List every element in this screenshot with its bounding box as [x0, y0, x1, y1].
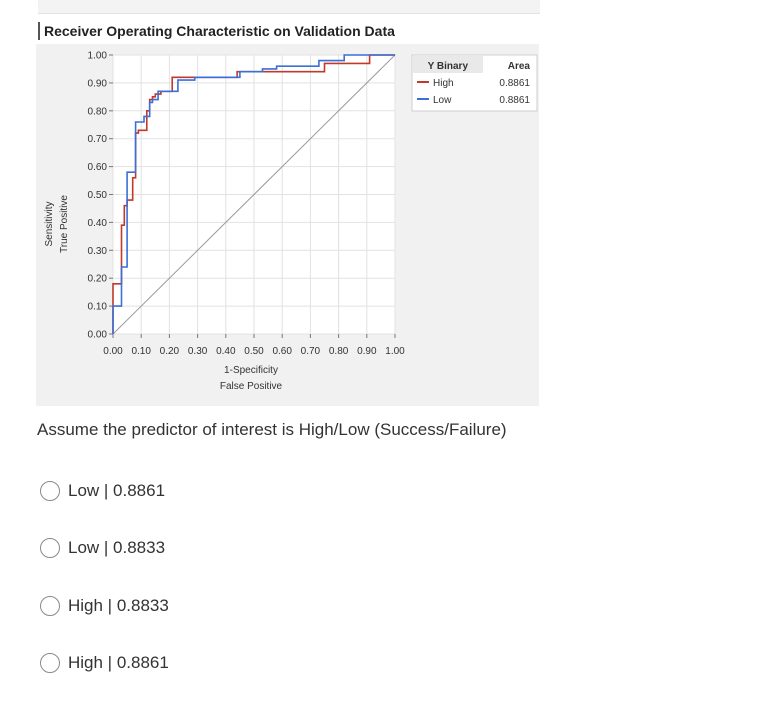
x-axis-ticks: 0.00 0.10 0.20 0.30 0.40 0.50 0.60 0.70 0.80 0.90… [103, 334, 405, 357]
radio-button[interactable] [40, 653, 60, 673]
radio-button[interactable] [40, 481, 60, 501]
x-tick-label: 1.00 [385, 346, 405, 357]
x-axis-label-specificity: 1-Specificity [224, 365, 278, 376]
y-tick-label: 1.00 [88, 51, 108, 62]
y-tick-label: 0.20 [88, 274, 108, 285]
legend-header-background [413, 56, 483, 73]
roc-chart: 0.00 0.10 0.20 0.30 0.40 0.50 0.60 0.70 0.80 0.90… [44, 51, 538, 392]
option-label: Low | 0.8833 [68, 538, 166, 557]
x-tick-label: 0.20 [160, 346, 180, 357]
legend-area-high: 0.8861 [499, 78, 530, 89]
reference-diagonal [112, 54, 396, 335]
x-tick-label: 0.10 [131, 346, 151, 357]
legend-name-low: Low [433, 95, 452, 106]
y-tick-label: 0.90 [88, 78, 108, 89]
y-tick-label: 0.60 [88, 162, 108, 173]
legend-area-low: 0.8861 [499, 95, 530, 106]
y-tick-label: 0.40 [88, 218, 108, 229]
y-axis-label-true-positive: True Positive [59, 195, 70, 253]
option-high-08833[interactable]: High | 0.8833 [40, 594, 169, 618]
report-header-bar [38, 0, 540, 14]
legend-header-area: Area [508, 61, 531, 72]
y-tick-label: 0.80 [88, 106, 108, 117]
chart-legend: Y Binary Area High 0.8861 Low 0.8861 [411, 54, 538, 112]
option-label: High | 0.8833 [68, 596, 169, 615]
y-tick-label: 0.00 [88, 330, 108, 341]
legend-header-y-binary: Y Binary [428, 61, 469, 72]
radio-button[interactable] [40, 596, 60, 616]
y-tick-label: 0.50 [88, 190, 108, 201]
option-label: Low | 0.8861 [68, 481, 166, 500]
x-tick-label: 0.50 [244, 346, 264, 357]
roc-series [112, 54, 395, 334]
x-tick-label: 0.70 [301, 346, 321, 357]
x-tick-label: 0.90 [357, 346, 377, 357]
x-tick-label: 0.40 [216, 346, 236, 357]
y-tick-label: 0.30 [88, 246, 108, 257]
x-tick-label: 0.00 [103, 346, 123, 357]
option-label: High | 0.8861 [68, 653, 169, 672]
y-axis-ticks: 0.00 0.10 0.20 0.30 0.40 0.50 0.60 0.70 0.80 0.90… [88, 51, 113, 341]
report-title: Receiver Operating Characteristic on Val… [38, 22, 395, 40]
x-tick-label: 0.60 [272, 346, 292, 357]
question-text: Assume the predictor of interest is High… [37, 420, 507, 439]
x-tick-label: 0.80 [329, 346, 349, 357]
legend-name-high: High [433, 78, 454, 89]
radio-button[interactable] [40, 538, 60, 558]
option-low-08833[interactable]: Low | 0.8833 [40, 536, 165, 560]
option-low-08861[interactable]: Low | 0.8861 [40, 479, 165, 503]
y-axis-label-sensitivity: Sensitivity [44, 201, 55, 246]
y-tick-label: 0.10 [88, 302, 108, 313]
y-tick-label: 0.70 [88, 134, 108, 145]
x-tick-label: 0.30 [188, 346, 208, 357]
x-axis-label-false-positive: False Positive [220, 381, 283, 392]
option-high-08861[interactable]: High | 0.8861 [40, 651, 169, 675]
series-line-low [112, 54, 395, 334]
